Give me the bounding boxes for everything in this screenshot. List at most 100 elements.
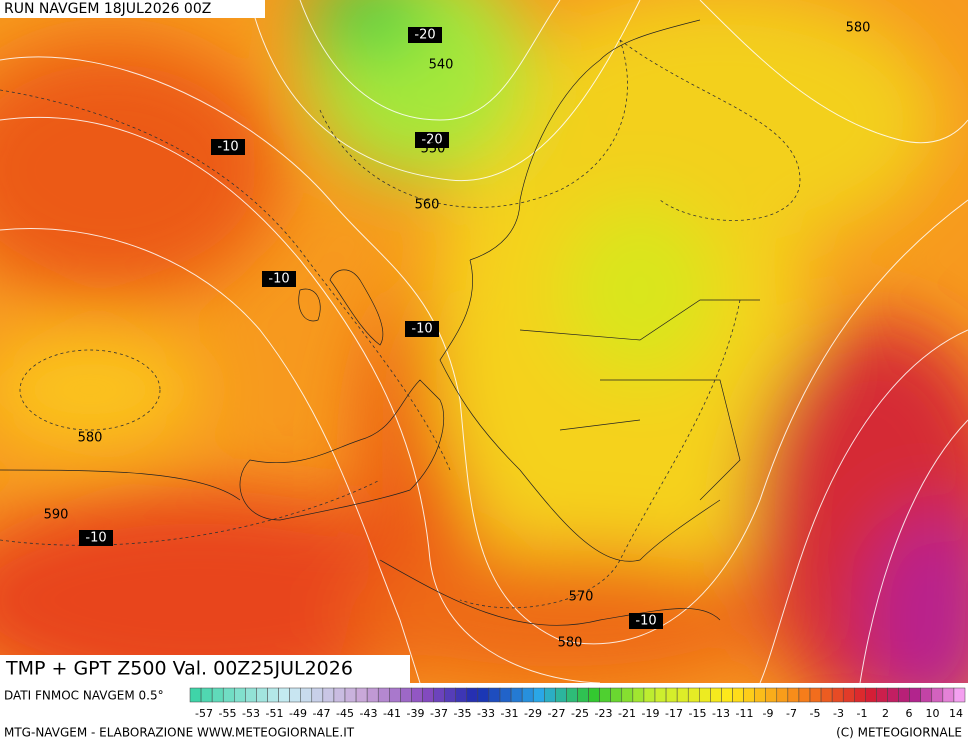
label-box — [415, 132, 449, 148]
scale-label: -41 — [383, 707, 401, 720]
color-swatch — [278, 687, 290, 703]
scale-label: -21 — [618, 707, 636, 720]
color-swatch — [953, 687, 966, 703]
color-swatch — [798, 687, 811, 703]
scale-label: -47 — [313, 707, 331, 720]
color-swatch — [942, 687, 955, 703]
color-swatch — [422, 687, 434, 703]
label-box — [262, 271, 296, 287]
temperature-label: -10 — [85, 531, 106, 546]
color-swatch — [854, 687, 866, 703]
scale-label: -57 — [195, 707, 213, 720]
color-swatch — [710, 687, 722, 703]
color-swatch — [222, 687, 235, 703]
scale-label: -5 — [810, 707, 821, 720]
color-swatch — [920, 687, 933, 703]
color-swatch — [355, 687, 368, 703]
color-swatch — [267, 687, 279, 703]
color-swatch — [466, 687, 479, 703]
color-swatch — [699, 687, 711, 703]
label-box — [408, 27, 442, 43]
scale-label: -25 — [571, 707, 589, 720]
color-swatch — [732, 687, 744, 703]
color-swatch — [366, 687, 379, 703]
map — [0, 0, 968, 683]
height-label: 580 — [558, 636, 583, 651]
height-label: 570 — [569, 590, 594, 605]
color-swatch — [820, 687, 833, 703]
footer-left: MTG-NAVGEM - ELABORAZIONE WWW.METEOGIORN… — [4, 726, 355, 740]
scale-label: -55 — [219, 707, 237, 720]
color-swatch — [521, 687, 534, 703]
scale-label: -15 — [689, 707, 707, 720]
label-box — [79, 530, 113, 546]
color-swatch — [632, 687, 645, 703]
color-swatch — [499, 687, 512, 703]
scale-label: -45 — [336, 707, 354, 720]
scale-label: -43 — [360, 707, 378, 720]
scale-label: -37 — [430, 707, 448, 720]
scale-label: -49 — [289, 707, 307, 720]
color-swatch — [842, 687, 855, 703]
temperature-label: -10 — [635, 614, 656, 629]
color-swatch — [787, 687, 800, 703]
color-swatch — [532, 687, 545, 703]
scale-label: -13 — [712, 707, 730, 720]
height-label: 540 — [429, 58, 454, 73]
color-swatch — [322, 687, 335, 703]
label-box — [211, 139, 245, 155]
map-title: TMP + GPT Z500 Val. 00Z25JUL2026 — [5, 658, 353, 680]
color-swatch — [411, 687, 423, 703]
color-swatch — [256, 687, 268, 703]
temperature-label: -20 — [414, 28, 435, 43]
temperature-label: -20 — [421, 133, 442, 148]
color-swatch — [555, 687, 567, 703]
height-label: 560 — [415, 198, 440, 213]
color-swatch — [831, 687, 844, 703]
height-label: 580 — [846, 21, 871, 36]
color-swatch — [865, 687, 877, 703]
color-swatch — [765, 687, 778, 703]
footer-right: (C) METEOGIORNALE — [836, 726, 962, 740]
scale-label: 14 — [949, 707, 963, 720]
color-swatch — [776, 687, 789, 703]
scale-label: -9 — [763, 707, 774, 720]
color-swatch — [455, 687, 468, 703]
color-swatch — [300, 687, 313, 703]
color-swatch — [377, 687, 390, 703]
color-swatch — [333, 687, 346, 703]
scale-label: -11 — [736, 707, 754, 720]
color-swatch — [665, 687, 678, 703]
scale-label: -33 — [477, 707, 495, 720]
scale-label: 6 — [906, 707, 913, 720]
scale-label: -27 — [548, 707, 566, 720]
color-swatch — [488, 687, 501, 703]
scale-label: -29 — [524, 707, 542, 720]
scale-label: -3 — [833, 707, 844, 720]
color-swatch — [654, 687, 667, 703]
color-swatch — [721, 687, 733, 703]
color-swatch — [599, 687, 611, 703]
temperature-label: -10 — [217, 140, 238, 155]
color-swatch — [588, 687, 600, 703]
legend-source: DATI FNMOC NAVGEM 0.5° — [4, 689, 164, 703]
color-scale: -57 -55 -53 -51 -49 -47 -45 -43 -41 -39 -37 -35 -33-… — [189, 687, 966, 720]
color-swatch — [444, 687, 456, 703]
color-swatch — [544, 687, 556, 703]
scale-label: -35 — [454, 707, 472, 720]
color-swatch — [643, 687, 656, 703]
color-swatch — [234, 687, 246, 703]
scale-label: 10 — [926, 707, 940, 720]
temperature-label: -10 — [268, 272, 289, 287]
scale-label: -39 — [407, 707, 425, 720]
scale-label: -31 — [501, 707, 519, 720]
scale-label: -1 — [857, 707, 868, 720]
color-swatch — [289, 687, 301, 703]
scale-label: -23 — [595, 707, 613, 720]
color-swatch — [610, 687, 623, 703]
color-swatch — [477, 687, 490, 703]
scale-label: 2 — [882, 707, 889, 720]
label-box — [629, 613, 663, 629]
color-swatch — [687, 687, 700, 703]
color-swatch — [344, 687, 357, 703]
